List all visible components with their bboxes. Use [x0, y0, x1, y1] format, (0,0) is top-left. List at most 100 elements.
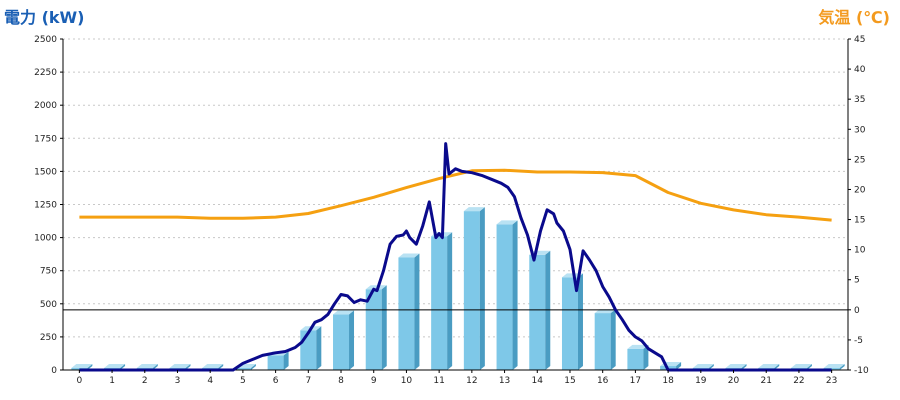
- right-tick-label: 45: [854, 35, 865, 45]
- bar-side: [283, 351, 289, 370]
- left-tick-label: 750: [40, 267, 57, 277]
- bar-front: [234, 368, 251, 370]
- bar-top: [463, 207, 485, 212]
- bar-side: [479, 207, 485, 370]
- bar-top: [333, 310, 355, 315]
- bar-side: [250, 364, 256, 370]
- left-tick-label: 1000: [34, 234, 57, 244]
- bar-side: [545, 250, 551, 370]
- bar-side: [414, 253, 420, 370]
- bar-top: [104, 364, 126, 369]
- bar-front: [431, 236, 448, 370]
- bar-top: [627, 344, 649, 349]
- x-tick-label: 22: [793, 376, 804, 386]
- bar: [627, 344, 649, 370]
- left-tick-label: 2250: [34, 68, 57, 78]
- bar-front: [267, 355, 284, 370]
- bar-front: [627, 348, 644, 370]
- x-tick-label: 14: [532, 376, 544, 386]
- left-tick-label: 1500: [34, 167, 57, 177]
- bar-side: [676, 362, 682, 370]
- left-tick-label: 500: [40, 300, 57, 310]
- bar-side: [316, 326, 322, 370]
- x-tick-label: 23: [826, 376, 837, 386]
- bar-side: [447, 232, 453, 370]
- bar-front: [300, 330, 317, 370]
- bar: [398, 253, 420, 370]
- bar: [333, 310, 355, 370]
- bar: [431, 232, 453, 370]
- bar-top: [365, 285, 387, 290]
- x-tick-label: 3: [175, 376, 181, 386]
- bar-side: [610, 309, 616, 370]
- x-tick-label: 7: [305, 376, 311, 386]
- x-tick-label: 12: [466, 376, 477, 386]
- bar: [561, 273, 583, 370]
- right-tick-label: -10: [854, 366, 869, 376]
- x-tick-label: 9: [371, 376, 377, 386]
- gridlines: [63, 38, 848, 338]
- x-tick-label: 21: [761, 376, 772, 386]
- x-tick-label: 15: [564, 376, 575, 386]
- x-tick-label: 19: [695, 376, 707, 386]
- x-tick-label: 2: [142, 376, 148, 386]
- bar: [594, 309, 616, 370]
- bar-front: [823, 368, 840, 370]
- x-tick-label: 5: [240, 376, 246, 386]
- bar: [463, 207, 485, 370]
- x-tick-label: 4: [207, 376, 213, 386]
- right-axis-title: 気温 (℃): [818, 8, 890, 27]
- data-lines: [79, 142, 832, 372]
- bar-front: [71, 368, 88, 370]
- bar-top: [692, 364, 714, 369]
- bar-front: [333, 314, 350, 370]
- right-tick-label: 35: [854, 95, 865, 105]
- tick-labels: 02505007501000125015001750200022502500-1…: [34, 35, 869, 386]
- x-tick-label: 6: [273, 376, 279, 386]
- axes: [62, 39, 849, 371]
- right-tick-label: -5: [854, 336, 863, 346]
- x-tick-label: 16: [597, 376, 609, 386]
- bar-top: [496, 220, 518, 225]
- bar-front: [496, 224, 513, 370]
- bar-top: [136, 364, 158, 369]
- x-tick-label: 18: [662, 376, 674, 386]
- x-tick-label: 1: [109, 376, 115, 386]
- bar-top: [202, 364, 224, 369]
- bar-top: [758, 364, 780, 369]
- bar-side: [577, 273, 583, 370]
- x-tick-label: 8: [338, 376, 344, 386]
- left-tick-label: 0: [51, 366, 57, 376]
- left-axis-title: 電力 (kW): [4, 8, 85, 27]
- x-tick-label: 20: [728, 376, 740, 386]
- x-tick-label: 11: [433, 376, 444, 386]
- power-bars: [71, 207, 845, 370]
- bar-side: [512, 220, 518, 370]
- bar-front: [561, 277, 578, 370]
- x-tick-label: 0: [76, 376, 82, 386]
- bar-side: [349, 310, 355, 370]
- bar-top: [823, 364, 845, 369]
- x-tick-label: 10: [401, 376, 413, 386]
- bar-top: [725, 364, 747, 369]
- bar: [823, 364, 845, 370]
- bar: [300, 326, 322, 370]
- bar: [529, 250, 551, 370]
- left-tick-label: 1750: [34, 134, 57, 144]
- bar-top: [790, 364, 812, 369]
- left-tick-label: 250: [40, 333, 57, 343]
- power-line: [79, 142, 832, 372]
- right-tick-label: 20: [854, 185, 866, 195]
- right-tick-label: 40: [854, 65, 866, 75]
- right-tick-label: 10: [854, 246, 866, 256]
- x-tick-label: 13: [499, 376, 510, 386]
- bar-top: [169, 364, 191, 369]
- left-tick-label: 2000: [34, 101, 57, 111]
- right-tick-label: 15: [854, 216, 865, 226]
- right-tick-label: 5: [854, 276, 860, 286]
- bar-front: [463, 211, 480, 370]
- right-tick-label: 0: [854, 306, 860, 316]
- bar-side: [381, 285, 387, 370]
- temperature-line: [79, 168, 832, 222]
